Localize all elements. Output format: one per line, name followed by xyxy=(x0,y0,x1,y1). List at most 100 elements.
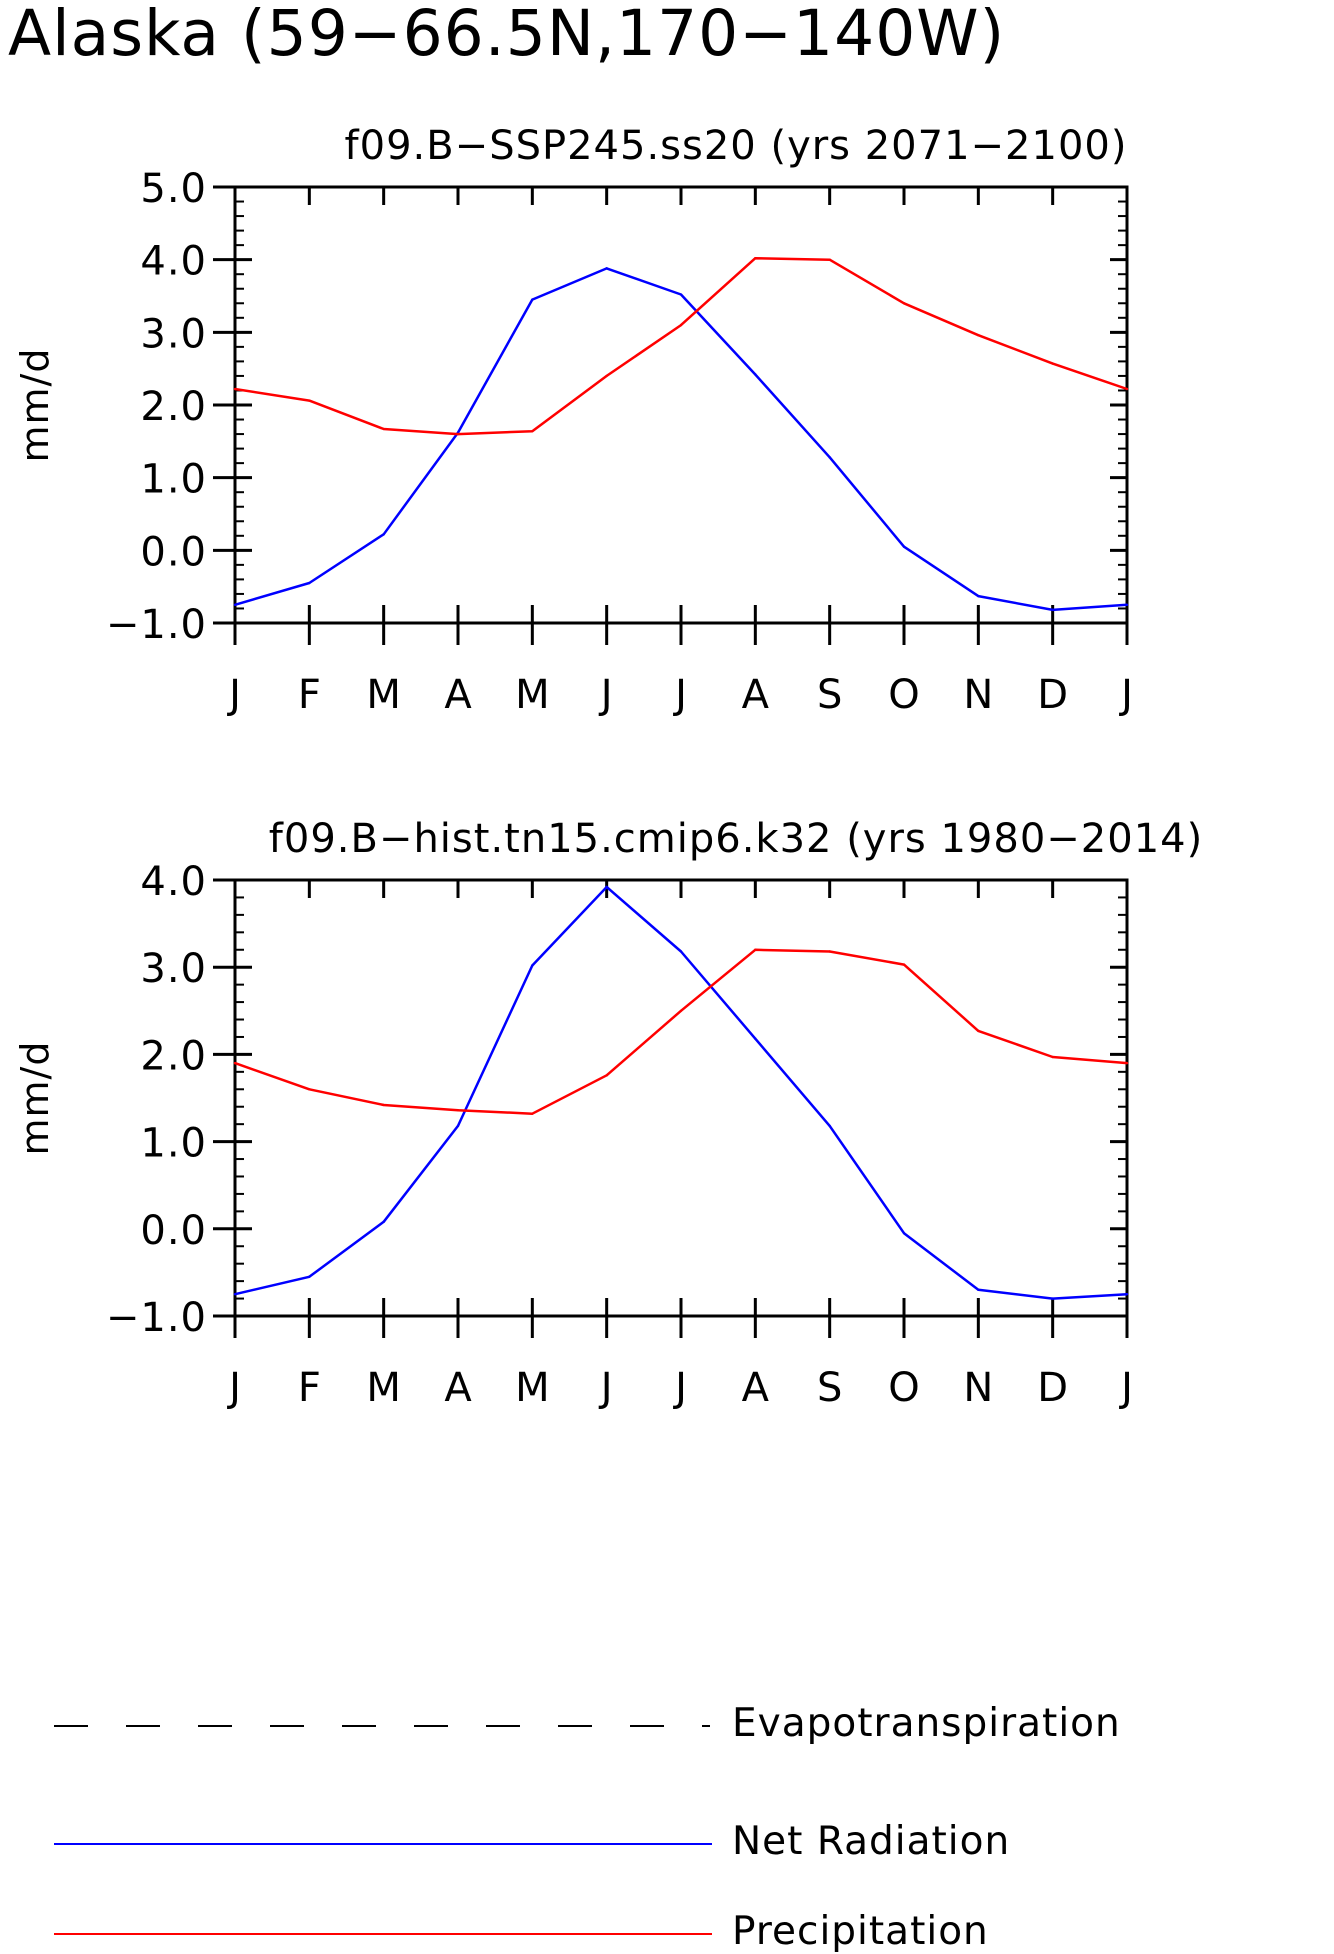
x-tick-label: F xyxy=(298,1365,321,1411)
x-tick-label: J xyxy=(672,672,687,718)
x-tick-label: M xyxy=(366,1365,401,1411)
x-tick-label: M xyxy=(515,1365,550,1411)
data-point-precipitation xyxy=(456,432,460,436)
y-tick-label: 1.0 xyxy=(140,1121,207,1167)
x-tick-label: D xyxy=(1037,672,1068,718)
data-point-precipitation xyxy=(382,1103,385,1107)
data-point-net-radiation xyxy=(308,581,311,585)
y-tick-label: −1.0 xyxy=(106,1295,207,1341)
x-tick-label: A xyxy=(742,672,770,718)
data-point-precipitation xyxy=(1125,387,1129,391)
y-tick-label: 3.0 xyxy=(140,946,207,992)
x-tick-label: F xyxy=(298,672,321,718)
data-point-net-radiation xyxy=(233,1293,237,1296)
data-point-net-radiation xyxy=(531,964,534,967)
y-tick-label: 4.0 xyxy=(140,239,207,285)
data-point-precipitation xyxy=(1051,1055,1054,1059)
x-tick-label: M xyxy=(366,672,401,718)
y-tick-label: 3.0 xyxy=(140,311,207,357)
legend-item-net-radiation: Net Radiation xyxy=(0,1798,1334,1864)
series-line-precipitation xyxy=(234,948,1128,1115)
data-point-precipitation xyxy=(605,1074,608,1077)
chart-title: f09.B−hist.tn15.cmip6.k32 (yrs 1980−2014… xyxy=(269,816,1203,862)
data-point-net-radiation xyxy=(233,603,237,607)
legend-swatch-precipitation xyxy=(54,1933,712,1935)
chart-ssp245: f09.B−SSP245.ss20 (yrs 2071−2100) mm/d −1.… xyxy=(13,123,1133,718)
data-point-net-radiation xyxy=(754,1037,757,1040)
plot-frame xyxy=(233,185,1129,625)
data-point-net-radiation xyxy=(1051,1297,1054,1300)
data-point-precipitation xyxy=(828,258,831,261)
series-line-net-radiation xyxy=(234,885,1128,1300)
data-point-net-radiation xyxy=(531,298,534,301)
x-tick-label: S xyxy=(817,1365,842,1411)
data-point-net-radiation xyxy=(828,456,831,459)
data-point-net-radiation xyxy=(828,1124,831,1128)
data-point-net-radiation xyxy=(308,1275,311,1278)
data-point-precipitation xyxy=(1125,1061,1129,1065)
data-point-precipitation xyxy=(308,1088,311,1091)
data-point-precipitation xyxy=(828,950,831,953)
x-tick-label: A xyxy=(444,1365,472,1411)
plot-frame xyxy=(233,878,1129,1318)
legend-label-net-radiation: Net Radiation xyxy=(732,1819,1011,1864)
x-tick-label: D xyxy=(1037,1365,1068,1411)
data-point-precipitation xyxy=(902,302,906,305)
x-tick-label: N xyxy=(963,1365,993,1411)
data-point-net-radiation xyxy=(605,267,608,270)
legend-item-evapotranspiration: Evapotranspiration xyxy=(0,1680,1334,1746)
y-tick-label: 1.0 xyxy=(140,457,207,503)
data-point-precipitation xyxy=(531,1112,534,1115)
x-tick-label: J xyxy=(598,1365,613,1411)
data-point-precipitation xyxy=(679,1009,683,1012)
data-point-precipitation xyxy=(233,1061,237,1065)
data-point-net-radiation xyxy=(382,533,385,536)
legend-label-precipitation: Precipitation xyxy=(732,1909,989,1954)
data-point-net-radiation xyxy=(605,885,608,889)
data-point-net-radiation xyxy=(679,293,683,296)
x-tick-label: N xyxy=(963,672,993,718)
legend-item-precipitation: Precipitation xyxy=(0,1888,1334,1954)
x-tick-label: M xyxy=(515,672,550,718)
data-point-net-radiation xyxy=(902,1231,906,1235)
y-tick-label: 2.0 xyxy=(140,1033,207,1079)
data-point-precipitation xyxy=(754,948,757,951)
y-tick-label: −1.0 xyxy=(106,602,207,648)
data-point-precipitation xyxy=(902,963,906,966)
legend: Evapotranspiration Net Radiation Precipi… xyxy=(0,1630,1334,1951)
legend-label-evapotranspiration: Evapotranspiration xyxy=(732,1701,1121,1746)
y-axis-label: mm/d xyxy=(13,348,57,463)
data-point-net-radiation xyxy=(1125,603,1129,607)
data-point-net-radiation xyxy=(679,950,683,953)
data-point-precipitation xyxy=(1051,362,1054,365)
y-tick-label: 4.0 xyxy=(140,859,207,905)
x-tick-label: O xyxy=(888,672,919,718)
data-point-precipitation xyxy=(679,323,683,327)
y-tick-label: 2.0 xyxy=(140,384,207,430)
x-tick-label: A xyxy=(742,1365,770,1411)
data-point-precipitation xyxy=(531,429,534,433)
y-tick-label: 0.0 xyxy=(140,1208,207,1254)
chart-title: f09.B−SSP245.ss20 (yrs 2071−2100) xyxy=(345,123,1128,169)
x-tick-label: J xyxy=(1118,672,1133,718)
y-axis-label: mm/d xyxy=(13,1041,57,1156)
data-point-net-radiation xyxy=(977,594,980,598)
data-point-net-radiation xyxy=(1125,1293,1129,1296)
chart-hist: f09.B−hist.tn15.cmip6.k32 (yrs 1980−2014… xyxy=(13,816,1203,1411)
data-point-net-radiation xyxy=(902,545,906,548)
data-point-precipitation xyxy=(977,334,980,337)
x-tick-label: J xyxy=(226,672,241,718)
x-tick-label: J xyxy=(672,1365,687,1411)
data-point-precipitation xyxy=(233,387,237,391)
page-title: Alaska (59−66.5N,170−140W) xyxy=(8,0,1006,70)
data-point-precipitation xyxy=(456,1109,460,1112)
data-point-net-radiation xyxy=(456,1124,460,1128)
y-tick-label: 0.0 xyxy=(140,529,207,575)
x-tick-label: J xyxy=(1118,1365,1133,1411)
x-tick-label: S xyxy=(817,672,842,718)
series-line-net-radiation xyxy=(234,267,1128,612)
data-point-precipitation xyxy=(382,427,385,431)
data-point-net-radiation xyxy=(977,1288,980,1292)
data-point-net-radiation xyxy=(754,373,757,376)
y-tick-label: 5.0 xyxy=(140,166,207,212)
